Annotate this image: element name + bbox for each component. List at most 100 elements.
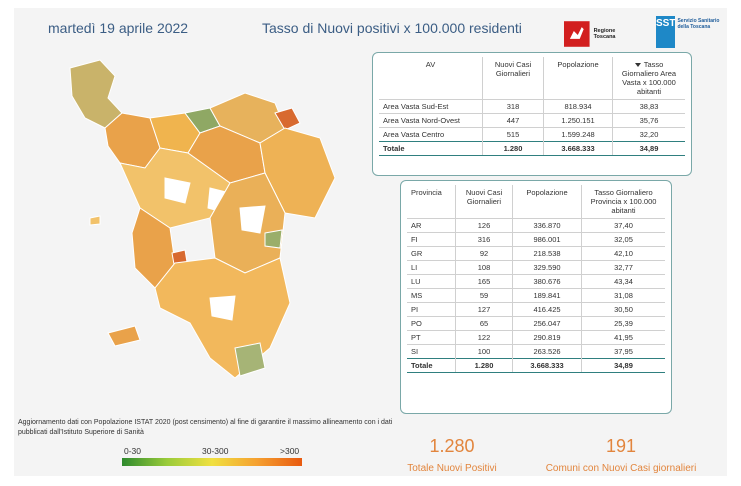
table-row: LI 108 329.590 32,77 bbox=[407, 260, 665, 275]
map-region-white4 bbox=[209, 295, 236, 321]
prov-cell-pop: 189.841 bbox=[512, 288, 582, 303]
prov-cell-rate: 37,40 bbox=[581, 218, 665, 233]
av-cell-rate: 35,76 bbox=[612, 113, 685, 128]
prov-cell-cases: 100 bbox=[455, 344, 513, 359]
prov-cell-cases: 316 bbox=[455, 232, 513, 247]
prov-cell-name: GR bbox=[407, 246, 456, 261]
color-legend: 0-30 30-300 >300 bbox=[122, 446, 302, 466]
sort-desc-icon[interactable] bbox=[634, 63, 641, 67]
prov-cell-cases: 126 bbox=[455, 218, 513, 233]
map-region-isle bbox=[89, 215, 101, 226]
kpi-comuni-label: Comuni con Nuovi Casi giornalieri bbox=[545, 463, 697, 474]
legend-mid: 30-300 bbox=[202, 446, 229, 456]
prov-cell-cases: 108 bbox=[455, 260, 513, 275]
av-cell-cases: 515 bbox=[482, 127, 544, 142]
prov-table-box: Provincia Nuovi Casi Giornalieri Popolaz… bbox=[400, 180, 672, 414]
table-row: Area Vasta Centro 515 1.599.248 32,20 bbox=[379, 127, 685, 142]
table-row: GR 92 218.538 42,10 bbox=[407, 246, 665, 261]
av-total-cases: 1.280 bbox=[482, 141, 544, 156]
prov-cell-pop: 263.526 bbox=[512, 344, 582, 359]
prov-cell-name: FI bbox=[407, 232, 456, 247]
table-row: FI 316 986.001 32,05 bbox=[407, 232, 665, 247]
prov-cell-pop: 416.425 bbox=[512, 302, 582, 317]
prov-cell-pop: 218.538 bbox=[512, 246, 582, 261]
sst-logo-mark: SST bbox=[656, 16, 676, 48]
regione-logo-text: Regione Toscana bbox=[593, 28, 616, 40]
prov-cell-cases: 59 bbox=[455, 288, 513, 303]
prov-cell-rate: 25,39 bbox=[581, 316, 665, 331]
table-row: PT 122 290.819 41,95 bbox=[407, 330, 665, 345]
prov-cell-name: PO bbox=[407, 316, 456, 331]
map-region-white3 bbox=[239, 205, 266, 234]
prov-cell-name: PI bbox=[407, 302, 456, 317]
pegasus-icon bbox=[564, 21, 590, 47]
av-header-rate: Tasso Giornaliero Area Vasta x 100.000 a… bbox=[613, 57, 686, 100]
prov-cell-name: SI bbox=[407, 344, 456, 359]
prov-cell-rate: 31,08 bbox=[581, 288, 665, 303]
prov-header-name: Provincia bbox=[407, 185, 456, 219]
kpi-comuni-value: 191 bbox=[605, 436, 637, 456]
table-total-row: Totale 1.280 3.668.333 34,89 bbox=[407, 358, 665, 373]
regione-toscana-logo: Regione Toscana bbox=[564, 20, 638, 48]
prov-cell-name: LI bbox=[407, 260, 456, 275]
kpi-total-positivi: 1.280 Totale Nuovi Positivi bbox=[396, 436, 508, 474]
prov-cell-cases: 127 bbox=[455, 302, 513, 317]
kpi-comuni: 191 Comuni con Nuovi Casi giornalieri bbox=[536, 436, 706, 474]
av-cell-cases: 447 bbox=[482, 113, 544, 128]
report-date: martedì 19 aprile 2022 bbox=[48, 20, 189, 36]
legend-gradient-bar bbox=[122, 458, 302, 466]
av-cell-rate: 38,83 bbox=[612, 99, 685, 114]
map-region-ms bbox=[69, 59, 123, 129]
av-cell-pop: 1.599.248 bbox=[543, 127, 613, 142]
prov-cell-name: AR bbox=[407, 218, 456, 233]
map-region-elba bbox=[107, 325, 141, 347]
prov-cell-pop: 329.590 bbox=[512, 260, 582, 275]
map-region-hot1 bbox=[274, 107, 301, 131]
av-total-name: Totale bbox=[379, 141, 483, 156]
av-header-av: AV bbox=[379, 57, 483, 100]
table-row: LU 165 380.676 43,34 bbox=[407, 274, 665, 289]
prov-cell-name: PT bbox=[407, 330, 456, 345]
av-table-box: AV Nuovi Casi Giornalieri Popolazione Ta… bbox=[372, 52, 692, 176]
table-total-row: Totale 1.280 3.668.333 34,89 bbox=[379, 141, 685, 156]
map-region-green2 bbox=[234, 342, 266, 377]
av-cell-pop: 818.934 bbox=[543, 99, 613, 114]
prov-cell-rate: 30,50 bbox=[581, 302, 665, 317]
av-header-pop: Popolazione bbox=[543, 57, 613, 100]
legend-low: 0-30 bbox=[124, 446, 142, 456]
kpi-total-value: 1.280 bbox=[429, 436, 475, 456]
prov-header-rate: Tasso Giornaliero Provincia x 100.000 ab… bbox=[590, 188, 657, 215]
prov-cell-rate: 42,10 bbox=[581, 246, 665, 261]
table-row: Area Vasta Sud-Est 318 818.934 38,83 bbox=[379, 99, 685, 114]
prov-cell-cases: 65 bbox=[455, 316, 513, 331]
av-header-rate-label: Tasso Giornaliero Area Vasta x 100.000 a… bbox=[621, 60, 677, 96]
av-header-cases: Nuovi Casi Giornalieri bbox=[482, 57, 544, 100]
page-title: Tasso di Nuovi positivi x 100.000 reside… bbox=[262, 20, 522, 36]
prov-header-pop: Popolazione bbox=[512, 185, 582, 219]
table-row: MS 59 189.841 31,08 bbox=[407, 288, 665, 303]
av-cell-pop: 1.250.151 bbox=[543, 113, 613, 128]
av-total-pop: 3.668.333 bbox=[543, 141, 613, 156]
av-cell-name: Area Vasta Centro bbox=[379, 127, 483, 142]
prov-total-rate: 34,89 bbox=[581, 358, 665, 373]
av-cell-name: Area Vasta Sud-Est bbox=[379, 99, 483, 114]
prov-cell-cases: 165 bbox=[455, 274, 513, 289]
prov-table: Provincia Nuovi Casi Giornalieri Popolaz… bbox=[407, 185, 665, 373]
table-row: SI 100 263.526 37,95 bbox=[407, 344, 665, 359]
table-row: PO 65 256.047 25,39 bbox=[407, 316, 665, 331]
prov-cell-rate: 32,05 bbox=[581, 232, 665, 247]
sst-logo-text: Servizio Sanitario della Toscana bbox=[677, 18, 720, 30]
prov-cell-cases: 122 bbox=[455, 330, 513, 345]
prov-cell-rate: 41,95 bbox=[581, 330, 665, 345]
av-total-rate: 34,89 bbox=[612, 141, 685, 156]
av-table: AV Nuovi Casi Giornalieri Popolazione Ta… bbox=[379, 57, 685, 156]
prov-cell-pop: 290.819 bbox=[512, 330, 582, 345]
tuscany-map bbox=[69, 59, 336, 379]
prov-cell-name: LU bbox=[407, 274, 456, 289]
prov-cell-rate: 43,34 bbox=[581, 274, 665, 289]
prov-total-pop: 3.668.333 bbox=[512, 358, 582, 373]
table-row: Area Vasta Nord-Ovest 447 1.250.151 35,7… bbox=[379, 113, 685, 128]
prov-cell-pop: 256.047 bbox=[512, 316, 582, 331]
prov-total-cases: 1.280 bbox=[455, 358, 513, 373]
table-row: AR 126 336.870 37,40 bbox=[407, 218, 665, 233]
